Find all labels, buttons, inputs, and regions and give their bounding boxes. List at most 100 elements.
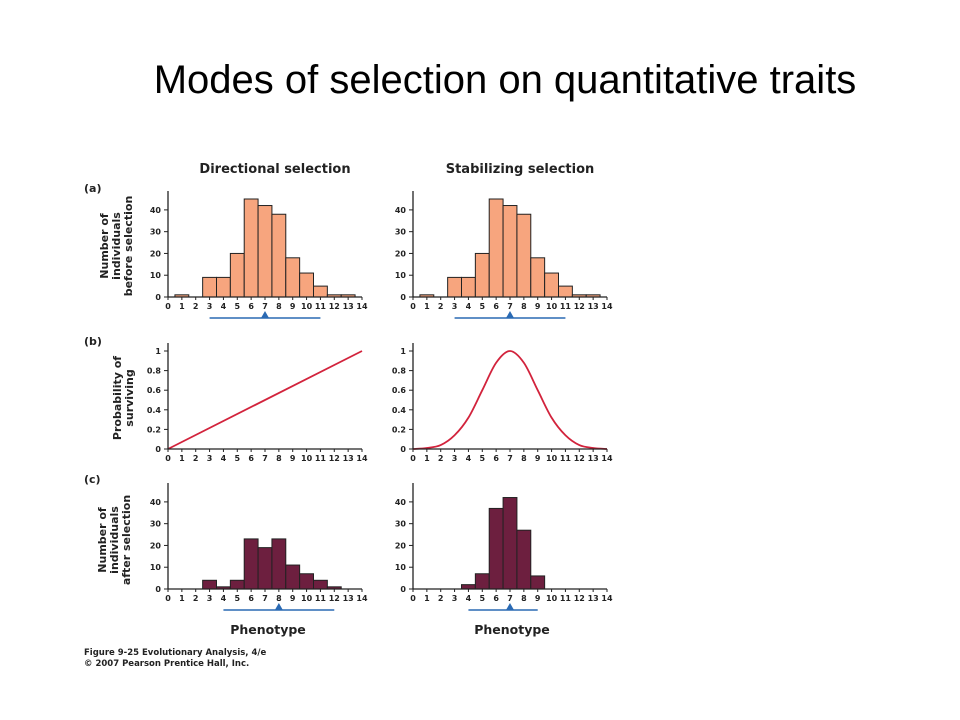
y-label-before: Number of individuals before selection [98, 196, 135, 297]
x-tick-label: 3 [207, 454, 213, 463]
x-label-directional: Phenotype [230, 622, 306, 637]
x-tick-label: 7 [507, 302, 513, 311]
y-tick-label: 0 [400, 585, 406, 594]
x-tick-label: 6 [493, 454, 499, 463]
y-tick-label: 20 [150, 249, 162, 258]
panel-b-directional: 00.20.40.60.810 1 2 3 4 5 6 7 8 9 10 11 12 13 14 [147, 343, 368, 463]
bar [299, 272, 314, 298]
bar [313, 579, 328, 590]
figure-caption: Figure 9-25 Evolutionary Analysis, 4/e ©… [84, 648, 266, 670]
y-tick-label: 0.8 [392, 367, 407, 376]
x-tick-label: 9 [535, 594, 541, 603]
y-tick-label: 30 [395, 228, 407, 237]
y-tick-label: 40 [150, 498, 162, 507]
bar [229, 579, 245, 590]
svg-text:after selection: after selection [120, 495, 133, 585]
x-tick-label: 8 [276, 454, 282, 463]
x-tick-label: 8 [276, 302, 282, 311]
x-tick-label: 7 [507, 454, 513, 463]
y-tick-label: 0.4 [147, 406, 162, 415]
y-tick-label: 20 [150, 541, 162, 550]
bar [516, 213, 532, 298]
y-tick-label: 0.2 [147, 425, 161, 434]
x-tick-label: 14 [356, 302, 368, 311]
y-label-after: Number of individuals after selection [96, 495, 133, 585]
slide-title: Modes of selection on quantitative trait… [153, 58, 857, 102]
x-tick-label: 9 [290, 454, 296, 463]
x-tick-label: 11 [315, 302, 327, 311]
x-tick-label: 11 [315, 594, 327, 603]
mean-marker [506, 311, 514, 318]
x-tick-label: 6 [248, 594, 254, 603]
x-tick-label: 1 [424, 302, 430, 311]
x-tick-label: 7 [262, 302, 268, 311]
x-tick-label: 2 [438, 302, 444, 311]
caption-line-2: © 2007 Pearson Prentice Hall, Inc. [84, 659, 250, 669]
x-tick-label: 14 [356, 454, 368, 463]
x-tick-label: 1 [424, 454, 430, 463]
y-tick-label: 0 [400, 445, 406, 454]
y-tick-label: 20 [395, 541, 407, 550]
x-tick-label: 6 [248, 302, 254, 311]
x-tick-label: 8 [521, 454, 527, 463]
x-tick-label: 0 [410, 594, 416, 603]
x-tick-label: 0 [165, 594, 171, 603]
bar [502, 497, 518, 590]
svg-text:individuals: individuals [110, 212, 123, 280]
row-label-b: (b) [84, 335, 102, 348]
x-tick-label: 7 [507, 594, 513, 603]
bar [474, 573, 490, 590]
mean-marker [506, 603, 514, 610]
x-tick-label: 4 [466, 594, 472, 603]
survival-curve [412, 350, 608, 450]
svg-text:individuals: individuals [108, 506, 121, 574]
caption-line-1: Figure 9-25 Evolutionary Analysis, 4/e [84, 648, 267, 658]
x-tick-label: 5 [479, 594, 485, 603]
bar [243, 198, 259, 298]
x-tick-label: 1 [179, 594, 185, 603]
x-tick-label: 1 [424, 594, 430, 603]
x-tick-label: 8 [521, 302, 527, 311]
x-tick-label: 11 [315, 454, 327, 463]
x-tick-label: 7 [262, 594, 268, 603]
bar [447, 276, 462, 298]
bar [530, 257, 546, 298]
x-tick-label: 5 [479, 302, 485, 311]
x-tick-label: 12 [574, 594, 585, 603]
x-tick-label: 9 [290, 302, 296, 311]
row-label-a: (a) [84, 182, 101, 195]
x-tick-label: 0 [165, 454, 171, 463]
x-tick-label: 11 [560, 594, 572, 603]
x-tick-label: 10 [301, 454, 313, 463]
x-tick-label: 4 [221, 454, 227, 463]
bar [461, 276, 476, 298]
bar [516, 529, 532, 590]
x-tick-label: 11 [560, 454, 572, 463]
mean-marker [274, 603, 283, 610]
bar [313, 285, 328, 298]
y-tick-label: 40 [150, 206, 162, 215]
y-tick-label: 0 [400, 293, 406, 302]
x-tick-label: 13 [588, 454, 599, 463]
y-tick-label: 0.6 [147, 386, 162, 395]
bar [216, 276, 231, 298]
y-tick-label: 1 [155, 347, 161, 356]
x-tick-label: 6 [493, 594, 499, 603]
x-tick-label: 14 [601, 454, 613, 463]
x-tick-label: 3 [452, 454, 458, 463]
x-tick-label: 10 [546, 302, 558, 311]
y-tick-label: 10 [150, 563, 162, 572]
x-tick-label: 5 [479, 454, 485, 463]
x-tick-label: 4 [221, 302, 227, 311]
x-tick-label: 3 [207, 594, 213, 603]
y-tick-label: 30 [150, 228, 162, 237]
x-tick-label: 10 [301, 302, 313, 311]
bar [243, 538, 259, 590]
x-tick-label: 14 [356, 594, 368, 603]
y-tick-label: 40 [395, 498, 407, 507]
